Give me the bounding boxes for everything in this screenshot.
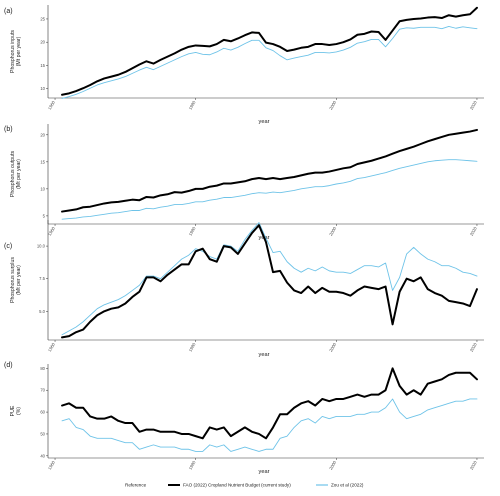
x-tick-label: 2000 — [328, 225, 337, 236]
y-axis-label-line: (Mt per year) — [16, 36, 22, 66]
x-tick-label: 1980 — [188, 459, 197, 470]
panel-2: (c) 5.0 7.5 10.0 1960 1980 2000 2020 year Phospho… — [4, 220, 484, 358]
y-axis-label-line: Phosphorus inputs — [10, 30, 16, 73]
series-line-fao — [61, 128, 478, 213]
legend-label: FAO (2022) Cropland Nutrient Budget (cur… — [183, 483, 291, 488]
x-tick-label: 1980 — [188, 225, 197, 236]
y-tick-label: 15 — [40, 63, 45, 68]
y-tick-label: 10.0 — [37, 244, 46, 249]
panel-0: (a) 10 15 20 25 1960 1980 2000 2020 year Phosphoru… — [4, 5, 484, 125]
y-axis-label: Phosphorus inputs(Mt per year) — [10, 30, 22, 73]
y-tick-label: 60 — [40, 410, 45, 415]
legend-label: Zou et al (2022) — [331, 483, 364, 488]
y-tick-label: 5 — [43, 213, 46, 218]
x-tick-label: 1980 — [188, 341, 197, 352]
series-line-zou — [61, 222, 478, 336]
x-tick-label: 2000 — [328, 99, 337, 110]
panel-label: (b) — [4, 126, 13, 133]
x-tick-label: 2020 — [469, 341, 478, 352]
series-line-zou — [61, 25, 478, 99]
y-axis-label-line: Phosphorus surplus — [10, 257, 16, 303]
x-tick-label: 2020 — [469, 225, 478, 236]
x-tick-label: 1960 — [47, 225, 56, 236]
x-tick-label: 2020 — [469, 459, 478, 470]
panel-3: (d) 40 50 60 70 80 1960 1980 2000 2020 year PUE(%) — [4, 362, 484, 475]
x-axis-label: year — [259, 469, 270, 475]
x-axis-label: year — [259, 119, 270, 125]
legend: Reference FAO (2022) Cropland Nutrient Bu… — [125, 483, 364, 488]
x-tick-label: 2000 — [328, 459, 337, 470]
series-line-zou — [61, 398, 478, 452]
y-tick-label: 80 — [40, 366, 45, 371]
y-axis-label: Phosphorus surplus(Mt per year) — [10, 257, 22, 303]
y-axis-label-line: (%) — [16, 407, 22, 415]
y-tick-label: 7.5 — [39, 276, 45, 281]
series-line-fao — [61, 224, 478, 339]
x-tick-label: 1960 — [47, 99, 56, 110]
legend-title: Reference — [125, 483, 147, 488]
y-tick-label: 50 — [40, 431, 45, 436]
x-tick-label: 1960 — [47, 341, 56, 352]
series-line-fao — [61, 367, 478, 440]
y-tick-label: 70 — [40, 388, 45, 393]
panel-label: (d) — [4, 362, 13, 369]
y-axis-label: PUE(%) — [10, 405, 22, 416]
x-tick-label: 2020 — [469, 99, 478, 110]
series-line-fao — [61, 6, 478, 96]
y-tick-label: 15 — [40, 159, 45, 164]
panel-label: (a) — [4, 8, 13, 15]
y-tick-label: 10 — [40, 186, 45, 191]
y-tick-label: 40 — [40, 453, 45, 458]
panel-label: (c) — [4, 243, 12, 250]
y-axis-label-line: PUE — [10, 405, 16, 416]
y-tick-label: 20 — [40, 40, 45, 45]
y-tick-label: 10 — [40, 86, 45, 91]
x-tick-label: 2000 — [328, 341, 337, 352]
x-tick-label: 1980 — [188, 99, 197, 110]
y-axis-label-line: (Mt per year) — [16, 159, 22, 189]
y-tick-label: 5.0 — [39, 309, 45, 314]
x-tick-label: 1960 — [47, 459, 56, 470]
y-axis-label: Phosphorus outputs(Mt per year) — [10, 151, 22, 198]
series-line-zou — [61, 159, 478, 220]
y-axis-label-line: Phosphorus outputs — [10, 151, 16, 198]
y-tick-label: 20 — [40, 132, 45, 137]
x-axis-label: year — [259, 352, 270, 358]
y-axis-label-line: (Mt per year) — [16, 265, 22, 295]
y-tick-label: 25 — [40, 16, 45, 21]
